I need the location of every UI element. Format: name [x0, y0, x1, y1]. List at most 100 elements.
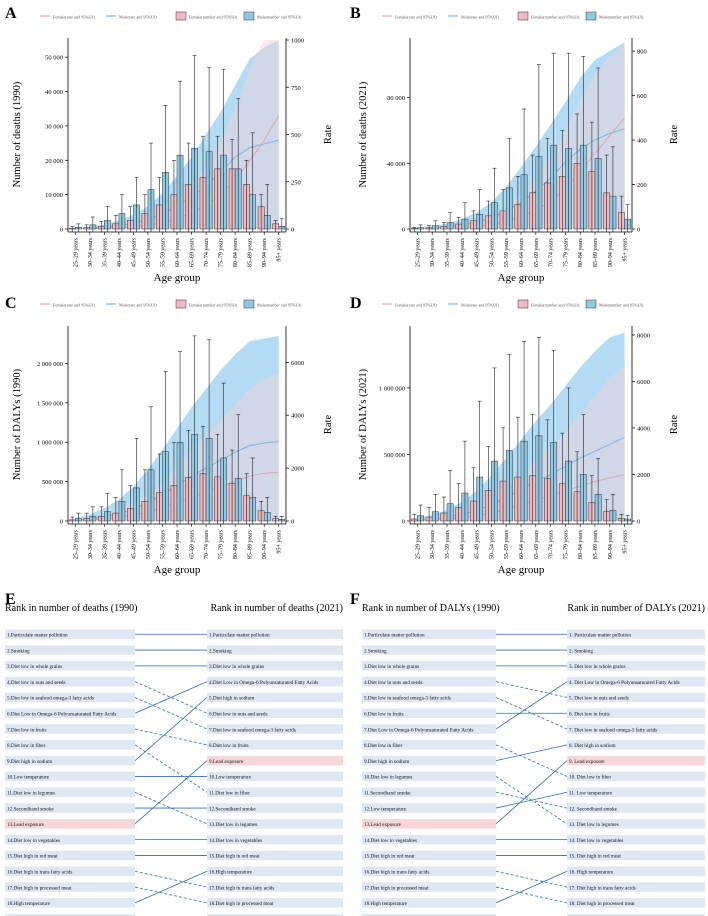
- right-rank-row-bg: [207, 645, 343, 655]
- x-tick-label: 65–69 years: [534, 529, 540, 559]
- left-rank-title: Rank in number of deaths (1990): [5, 603, 137, 614]
- x-tick-label: 55–59 years: [504, 529, 510, 559]
- y2-tick-label: 6000: [291, 360, 304, 367]
- legend-label: Female(rate and 95%UI): [53, 15, 95, 20]
- x-axis-title: Age group: [498, 564, 545, 576]
- right-rank-row-bg: [567, 834, 705, 845]
- left-rank-label: 2.Smoking: [364, 648, 387, 654]
- right-rank-label: 16. High temperature: [569, 870, 614, 876]
- left-rank-row-bg: [5, 850, 135, 861]
- legend-item: Female(number and 95%UI): [517, 11, 580, 21]
- left-rank-row: 4.Diet low in nuts and seeds: [362, 676, 496, 687]
- legend-label: Female(number and 95%UI): [189, 15, 238, 20]
- right-rank-label: 5.Diet high in sodium: [209, 696, 254, 702]
- y2-tick-label: 0: [291, 519, 294, 526]
- x-axis-title: Age group: [154, 564, 201, 576]
- right-rank-row: 18. Diet high in processed meat: [567, 898, 705, 908]
- left-rank-row-bg: [5, 771, 135, 782]
- right-rank-row-bg: [567, 645, 705, 655]
- panel-b: B Female(rate and 95%UI) Male(rate and 95%…: [350, 5, 680, 284]
- left-rank-row-bg: [362, 866, 496, 876]
- x-tick-label: 35–39 years: [102, 237, 108, 267]
- left-rank-label: 1.Particulate matter pollution: [364, 633, 425, 639]
- legend-label: Female(number and 95%UI): [189, 303, 238, 308]
- left-rank-label: 17.Diet high in processed meat: [7, 885, 72, 891]
- left-rank-label: 11.Secondhand smoke: [364, 791, 411, 797]
- y-tick-label: 40 000: [45, 89, 63, 96]
- y-axis-title: Number of deaths (2021): [358, 81, 369, 187]
- right-rank-row-bg: [567, 661, 705, 671]
- right-rank-label: 14. Diet low in vegetables: [569, 838, 623, 844]
- right-rank-label: 16.High temperature: [209, 870, 253, 876]
- right-rank-label: 3. Diet low in whole grains: [569, 664, 625, 670]
- left-rank-row: 9.Diet high in sodium: [362, 755, 496, 766]
- right-rank-row-bg: [207, 866, 343, 876]
- left-rank-row: 7.Diet Low in Omega-6 Polyunsaturated Fa…: [362, 724, 496, 734]
- male-rate-ribbon: [75, 335, 279, 521]
- left-rank-label: 3.Diet low in whole grains: [7, 664, 62, 670]
- x-tick-label: 40–44 years: [117, 237, 123, 267]
- right-rank-row: 10.Low temperature: [207, 771, 343, 782]
- right-rank-label: 6.Diet low in nuts and seeds: [209, 712, 268, 718]
- x-tick-label: 30–34 years: [88, 529, 94, 559]
- right-rank-label: 12. Secondhand smoke: [569, 806, 618, 812]
- y2-tick-label: 0: [637, 227, 640, 234]
- x-tick-label: 95+ years: [277, 237, 283, 261]
- x-tick-label: 35–39 years: [445, 237, 451, 267]
- right-rank-label: 15.Diet high in red meat: [209, 854, 260, 860]
- right-rank-row-bg: [207, 834, 343, 845]
- panel-c: C Female(rate and 95%UI) Male(rate and 95%…: [5, 295, 334, 576]
- left-rank-row-bg: [362, 724, 496, 734]
- x-tick-label: 70–74 years: [204, 529, 210, 559]
- x-tick-label: 45–49 years: [475, 529, 481, 559]
- rank-connector: [134, 681, 208, 714]
- panel-d: D Female(rate and 95%UI) Male(rate and 95%…: [350, 295, 680, 576]
- left-rank-label: 14.Diet low in vegetables: [364, 838, 417, 844]
- x-tick-label: 90–94 years: [608, 237, 614, 267]
- y2-axis-title: Rate: [323, 125, 334, 145]
- left-rank-row-bg: [362, 676, 496, 687]
- y2-tick-label: 600: [637, 93, 647, 100]
- right-rank-label: 9.Lead exposure: [209, 759, 244, 765]
- legend-label: Male(number and 95%UI): [257, 15, 302, 20]
- right-rank-label: 7.Diet low in seafood omega-3 fatty acid…: [209, 726, 296, 733]
- left-rank-label: 16.Diet high in trans fatty acids: [7, 869, 72, 876]
- right-rank-row: 17.Diet high in trans fatty acids: [207, 882, 343, 892]
- left-rank-row: 2.Smoking: [5, 645, 135, 655]
- rank-connector: [495, 791, 568, 809]
- left-rank-label: 2.Smoking: [7, 648, 30, 654]
- y2-tick-label: 2000: [637, 472, 650, 479]
- right-rank-label: 11. Low temperature: [569, 791, 613, 797]
- legend-label: Male(number and 95%UI): [599, 15, 644, 20]
- right-rank-row: 10. Diet low in fiber: [567, 771, 705, 782]
- left-rank-row: 13.Lead exposure: [362, 819, 496, 829]
- left-rank-row: 6.Diet low in fruits: [362, 708, 496, 718]
- right-rank-label: 18. Diet high in processed meat: [569, 901, 635, 907]
- right-rank-row-bg: [207, 819, 343, 829]
- x-tick-label: 90–94 years: [262, 237, 268, 267]
- left-rank-row: 2.Smoking: [362, 645, 496, 655]
- right-rank-row: 17. Diet high in trans fatty acids: [567, 882, 705, 892]
- right-rank-row: 9. Lead exposure: [567, 755, 705, 766]
- right-rank-label: 3.Diet low in whole grains: [209, 664, 264, 670]
- left-rank-row-bg: [362, 850, 496, 861]
- x-tick-label: 85–89 years: [593, 237, 599, 267]
- panel-label: C: [5, 295, 17, 312]
- right-rank-label: 4.Diet Low in Omega-6 Polyunsaturated Fa…: [209, 680, 318, 686]
- y2-axis-title: Rate: [323, 415, 334, 435]
- legend-label: Male(number and 95%UI): [257, 303, 302, 308]
- left-rank-row: 14.Diet low in vegetables: [362, 834, 496, 845]
- legend-swatch: [243, 299, 255, 309]
- right-rank-row-bg: [567, 882, 705, 892]
- x-tick-label: 60–64 years: [519, 529, 525, 559]
- right-rank-row-bg: [207, 913, 343, 916]
- male-rate-ribbon: [75, 40, 279, 229]
- x-tick-label: 35–39 years: [445, 529, 451, 559]
- legend-item: Female(rate and 95%UI): [382, 303, 437, 308]
- left-rank-row: 12.Secondhand smoke: [5, 803, 135, 813]
- legend-label: Male(rate and 95%UI): [119, 303, 158, 308]
- left-rank-row: 4.Diet low in nuts and seeds: [5, 676, 135, 687]
- left-rank-row: 13.Lead exposure: [5, 819, 135, 829]
- left-rank-row-bg: [362, 898, 496, 908]
